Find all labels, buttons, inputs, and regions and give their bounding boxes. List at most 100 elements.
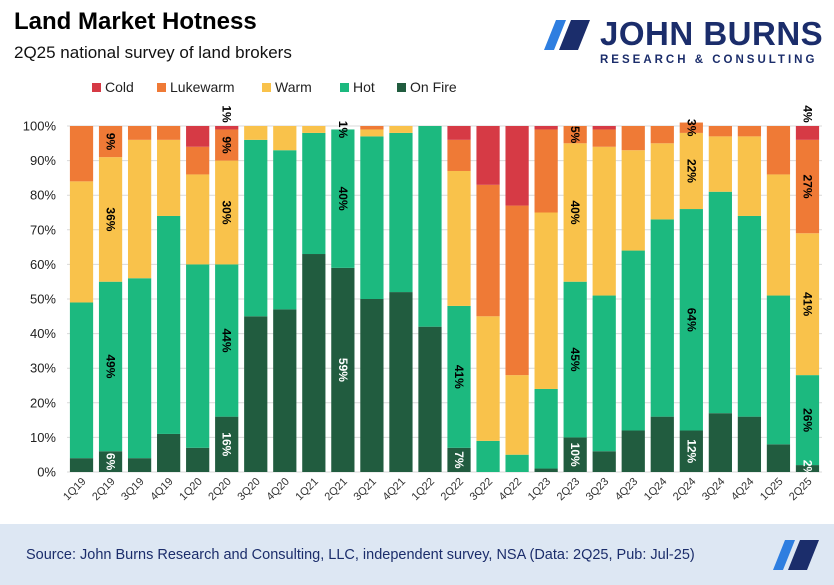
x-tick-label: 1Q19 — [61, 476, 89, 504]
bar-1q23-lukewarm — [534, 129, 558, 213]
x-tick-label: 2Q19 — [90, 476, 118, 504]
bar-2q24-lukewarm — [679, 122, 703, 133]
bar-2q20-on-fire — [215, 416, 239, 472]
x-tick-label: 3Q20 — [235, 476, 263, 504]
bar-4q22-hot — [505, 454, 529, 472]
x-tick-label: 4Q20 — [264, 476, 292, 504]
data-label: 40% — [568, 200, 582, 224]
bar-3q22-warm — [476, 316, 500, 441]
legend-swatch-on-fire — [397, 83, 406, 92]
legend-label-warm: Warm — [275, 79, 312, 95]
bar-3q23-cold — [592, 126, 616, 130]
bar-1q19-hot — [69, 302, 94, 459]
bar-2q25-cold — [795, 126, 820, 140]
data-label: 49% — [104, 354, 118, 378]
x-tick-label: 2Q23 — [555, 476, 583, 504]
source-note: Source: John Burns Research and Consulti… — [26, 547, 695, 563]
bar-2q21-hot — [331, 129, 355, 268]
x-tick-label: 1Q23 — [526, 476, 554, 504]
bar-2q23-lukewarm — [563, 126, 587, 144]
x-tick-label: 2Q21 — [322, 476, 350, 504]
bar-3q19-on-fire — [127, 458, 152, 472]
x-tick-label: 4Q23 — [613, 476, 641, 504]
bar-2q19-hot — [98, 281, 123, 452]
bar-1q23-cold — [534, 126, 558, 130]
bar-1q20-lukewarm — [186, 146, 210, 175]
bar-1q25-on-fire — [766, 444, 791, 472]
bar-2q20-hot — [215, 264, 239, 417]
x-tick-label: 3Q23 — [584, 476, 612, 504]
data-label: 12% — [684, 439, 698, 463]
x-tick-label: 3Q22 — [468, 476, 496, 504]
y-tick-label: 80% — [30, 188, 56, 203]
bar-3q22-lukewarm — [476, 184, 500, 317]
bar-1q24-hot — [650, 219, 674, 417]
data-label: 5% — [568, 126, 582, 144]
x-tick-label: 4Q21 — [381, 476, 409, 504]
x-tick-label: 1Q22 — [410, 476, 438, 504]
bar-3q23-on-fire — [592, 451, 616, 472]
bar-4q24-on-fire — [737, 416, 762, 472]
x-tick-label: 1Q20 — [177, 476, 205, 504]
bar-2q22-warm — [447, 170, 471, 306]
bar-4q23-hot — [621, 250, 645, 431]
bar-4q20-warm — [273, 126, 297, 151]
legend-label-cold: Cold — [105, 79, 134, 95]
bar-2q23-warm — [563, 143, 587, 282]
bar-1q23-hot — [534, 388, 558, 469]
bar-3q24-lukewarm — [708, 126, 732, 137]
data-labels: 6% 49% 36% 9% 16% 44% 30% 9% 1% 59% 40% 1% 7% 41% 10% 4… — [104, 105, 815, 477]
bar-4q19-lukewarm — [157, 126, 181, 140]
bar-3q21-lukewarm — [360, 126, 384, 130]
legend-swatch-cold — [92, 83, 101, 92]
bar-2q24-on-fire — [679, 430, 703, 472]
data-label: 7% — [452, 451, 466, 469]
bar-4q24-warm — [737, 136, 762, 216]
logo-wordmark: JOHN BURNS — [600, 15, 824, 52]
y-tick-label: 60% — [30, 257, 56, 272]
bar-4q19-warm — [157, 139, 181, 216]
x-tick-label: 2Q20 — [206, 476, 234, 504]
legend-label-on-fire: On Fire — [410, 79, 457, 95]
data-label: 26% — [800, 408, 814, 432]
bar-4q20-on-fire — [273, 309, 297, 472]
x-tick-label: 2Q24 — [671, 476, 699, 504]
bar-2q25-on-fire — [795, 465, 820, 472]
bar-4q23-warm — [621, 150, 645, 251]
bar-3q20-on-fire — [244, 316, 268, 472]
data-label: 64% — [684, 308, 698, 332]
bar-4q21-on-fire — [389, 292, 413, 472]
bar-1q25-hot — [766, 295, 791, 445]
bar-3q21-warm — [360, 129, 384, 137]
y-tick-label: 0% — [37, 465, 56, 480]
footer-bar: Source: John Burns Research and Consulti… — [0, 524, 834, 585]
data-label: 1% — [220, 105, 234, 123]
bar-4q21-hot — [389, 132, 413, 293]
bar-4q19-on-fire — [157, 433, 181, 472]
data-label: 2% — [800, 460, 814, 478]
bar-4q24-hot — [737, 215, 762, 417]
bar-2q23-on-fire — [563, 437, 587, 472]
data-label: 9% — [104, 133, 118, 151]
bar-2q22-cold — [447, 126, 471, 140]
x-tick-label: 1Q24 — [642, 476, 670, 504]
bar-2q24-warm — [679, 132, 703, 210]
bar-1q20-on-fire — [186, 447, 210, 472]
bar-4q24-lukewarm — [737, 126, 762, 137]
data-label: 44% — [220, 329, 234, 353]
bar-1q21-hot — [302, 132, 326, 255]
bar-2q19-warm — [98, 157, 123, 282]
data-label: 36% — [104, 207, 118, 231]
bar-1q24-on-fire — [650, 416, 674, 472]
bar-3q23-hot — [592, 295, 616, 452]
x-tick-label: 3Q24 — [700, 476, 728, 504]
bar-4q23-on-fire — [621, 430, 645, 472]
chart-title: Land Market Hotness — [14, 8, 257, 35]
bar-2q20-lukewarm — [215, 129, 239, 161]
company-logo: JOHN BURNS RESEARCH & CONSULTING — [544, 14, 826, 70]
bar-1q22-hot — [418, 126, 442, 327]
bar-3q22-cold — [476, 126, 500, 185]
data-label: 6% — [104, 453, 118, 471]
bar-3q23-warm — [592, 146, 616, 296]
data-label: 27% — [800, 175, 814, 199]
